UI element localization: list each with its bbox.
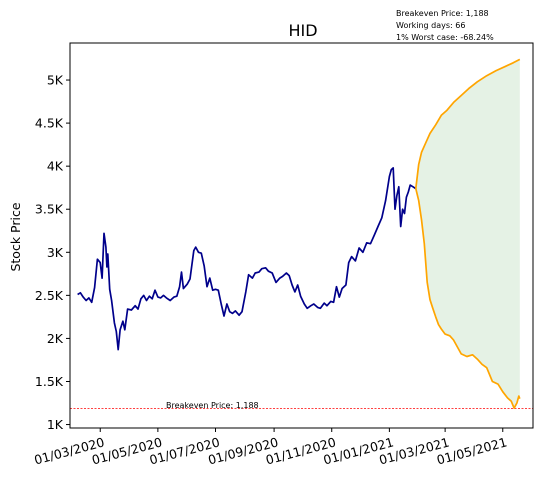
chart-title: HID [288,21,317,40]
y-tick-label: 3.5K [35,202,64,217]
series-lines [77,58,521,410]
worst-case-annotation: 1% Worst case: -68.24% [396,33,494,42]
projection-band [415,59,520,409]
y-axis: 1K 1.5K 2K 2.5K 3K 3.5K 4K 4.5K 5K [35,73,70,432]
y-tick-label: 3K [47,245,64,260]
y-tick-label: 5K [47,73,64,88]
y-tick-label: 2.5K [35,288,64,303]
x-axis: 01/03/202001/05/202001/07/202001/09/2020… [33,428,509,468]
working-days-annotation: Working days: 66 [396,21,465,30]
y-axis-label: Stock Price [8,202,23,271]
projection-lower-line [414,188,521,410]
y-tick-label: 4.5K [35,116,64,131]
y-tick-label: 2K [47,331,64,346]
history-line [77,167,417,351]
projection-upper-line [414,58,521,189]
breakeven-annotation: Breakeven Price: 1,188 [396,9,489,18]
projection-range-area [415,59,520,409]
y-tick-label: 1K [47,417,64,432]
y-tick-label: 4K [47,159,64,174]
y-tick-label: 1.5K [35,374,64,389]
breakeven-line-label: Breakeven Price: 1,188 [166,401,259,410]
plot-frame [69,42,534,429]
